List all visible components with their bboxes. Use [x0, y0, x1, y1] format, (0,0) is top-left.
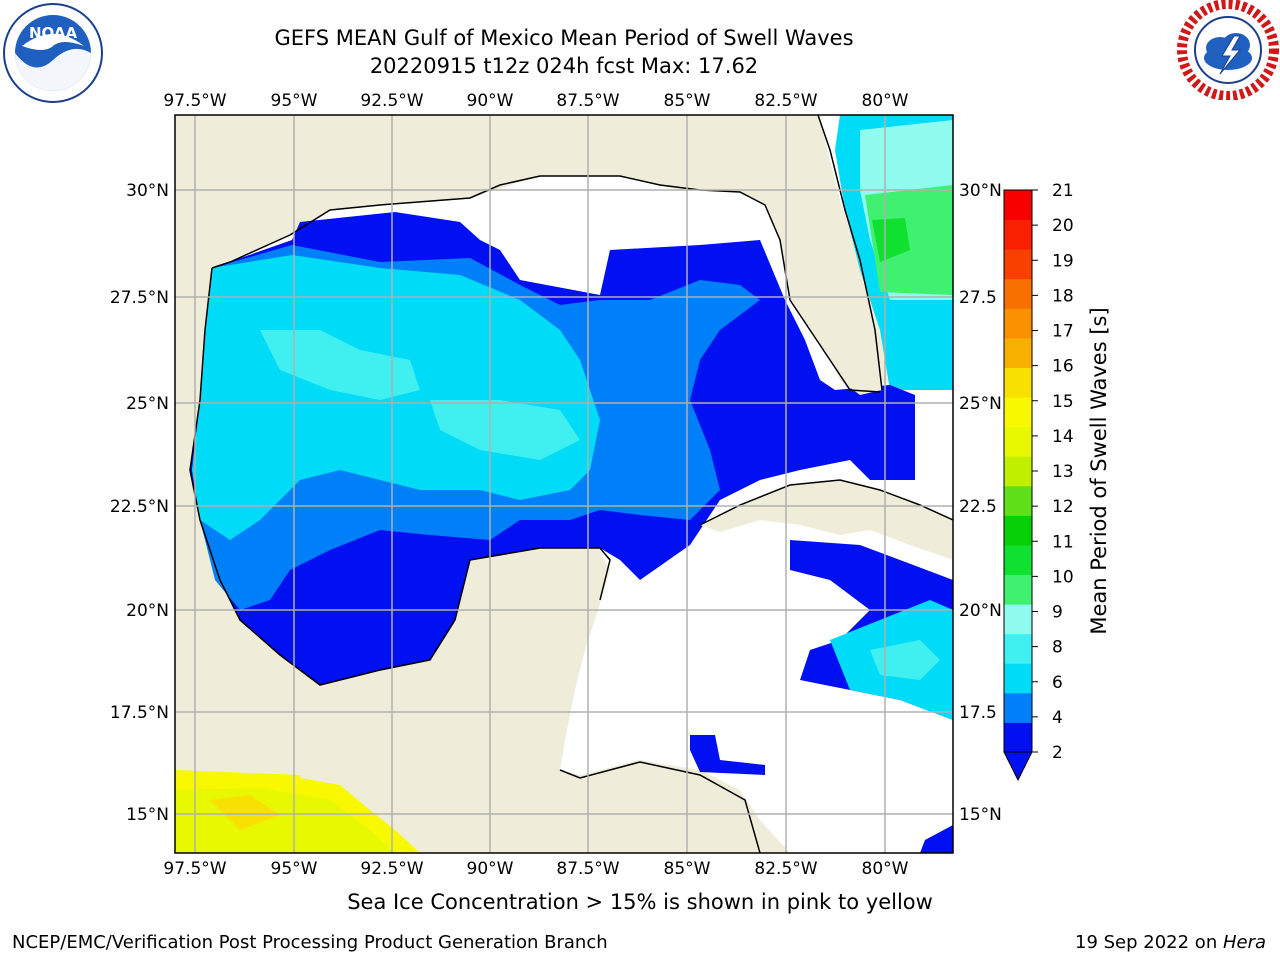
- colorbar-bin-7: [1004, 515, 1032, 546]
- lat-tick-right-1: 27.5: [959, 288, 997, 308]
- colorbar-bin-12: [1004, 367, 1032, 398]
- lat-tick-right-0: 30°N: [959, 181, 1002, 201]
- caribbean-swell-8: [870, 640, 940, 680]
- footer-host: Hera: [1222, 932, 1266, 953]
- lon-tick-bottom-0: 97.5°W: [163, 859, 226, 879]
- colorbar-bin-10: [1004, 426, 1032, 457]
- sea-ice-note: Sea Ice Concentration > 15% is shown in …: [347, 890, 933, 914]
- colorbar-tick-label-11: 16: [1052, 357, 1074, 377]
- coastline-2: [189, 267, 611, 686]
- lon-tick-bottom-2: 92.5°W: [360, 859, 423, 879]
- se-corner-swell: [920, 825, 953, 853]
- swell-6-8s-patch-2: [430, 400, 580, 460]
- colorbar-bin-6: [1004, 544, 1032, 576]
- coastline-1: [211, 234, 291, 269]
- cuba-land: [700, 480, 953, 560]
- lat-tick-right-4: 20°N: [959, 601, 1002, 621]
- chart-title: GEFS MEAN Gulf of Mexico Mean Period of …: [274, 26, 854, 50]
- lon-tick-top-6: 82.5°W: [754, 91, 817, 111]
- colorbar-tick-label-3: 8: [1052, 638, 1063, 658]
- swell-6-8s-patch: [260, 330, 420, 400]
- lat-tick-right-5: 17.5: [959, 703, 997, 723]
- svg-text:NOAA: NOAA: [29, 24, 78, 42]
- lat-tick-right-2: 25°N: [959, 394, 1002, 414]
- map-frame: [174, 114, 954, 854]
- colorbar-tick-label-7: 12: [1052, 497, 1074, 517]
- colorbar-bin-4: [1004, 604, 1032, 635]
- lat-tick-left-6: 15°N: [126, 805, 169, 825]
- footer-date-text: 19 Sep 2022 on: [1075, 932, 1223, 953]
- lon-tick-top-1: 95°W: [271, 91, 318, 111]
- colorbar-bin-2: [1004, 663, 1032, 694]
- colorbar-bin-17: [1004, 219, 1032, 250]
- lat-tick-left-0: 30°N: [126, 181, 169, 201]
- colorbar-bin-9: [1004, 456, 1032, 487]
- pacific-swell-17: [210, 795, 280, 830]
- colorbar-bin-0: [1004, 722, 1032, 753]
- colorbar-extend-arrow: [1003, 751, 1033, 782]
- colorbar-label: Mean Period of Swell Waves [s]: [1087, 307, 1111, 634]
- colorbar-bin-8: [1004, 485, 1032, 516]
- lon-tick-top-2: 92.5°W: [360, 91, 423, 111]
- lat-tick-left-3: 22.5°N: [110, 497, 169, 517]
- coastline-3: [699, 479, 953, 526]
- honduras-swell-patch: [690, 735, 765, 775]
- colorbar-bin-14: [1004, 308, 1032, 339]
- colorbar-tick-label-1: 4: [1052, 708, 1063, 728]
- colorbar-tick-label-8: 13: [1052, 462, 1074, 482]
- colorbar-bin-5: [1004, 574, 1032, 605]
- lon-tick-top-5: 85°W: [664, 91, 711, 111]
- colorbar-tick-label-9: 14: [1052, 427, 1074, 447]
- colorbar-tick-label-5: 10: [1052, 567, 1074, 587]
- florida-land: [765, 195, 882, 395]
- lat-tick-left-2: 25°N: [126, 394, 169, 414]
- lat-tick-right-6: 15°N: [959, 805, 1002, 825]
- atlantic-swell-10: [865, 185, 953, 295]
- colorbar-tick-label-14: 19: [1052, 251, 1074, 271]
- map-layers: [175, 115, 953, 853]
- lon-tick-top-3: 90°W: [467, 91, 514, 111]
- lon-tick-bottom-1: 95°W: [271, 859, 318, 879]
- atlantic-swell-11: [872, 218, 910, 262]
- lat-tick-left-1: 27.5°N: [110, 288, 169, 308]
- lon-tick-bottom-7: 80°W: [862, 859, 909, 879]
- colorbar-bin-13: [1004, 337, 1032, 368]
- coastline-4: [559, 761, 761, 853]
- colorbar-bin-1: [1004, 692, 1032, 723]
- footer-date: 19 Sep 2022 on Hera: [1075, 932, 1266, 953]
- colorbar-bin-18: [1004, 190, 1032, 221]
- colorbar-tick-label-13: 18: [1052, 286, 1074, 306]
- lat-tick-right-3: 22.5: [959, 497, 997, 517]
- colorbar-tick-label-16: 21: [1052, 181, 1074, 201]
- lat-tick-left-5: 17.5°N: [110, 703, 169, 723]
- noaa-logo: NOAA: [3, 3, 103, 103]
- nws-logo: [1177, 0, 1279, 100]
- colorbar-tick-label-2: 6: [1052, 673, 1063, 693]
- coastline-5: [817, 115, 883, 391]
- colorbar-bin-15: [1004, 278, 1032, 309]
- colorbar-tick-label-4: 9: [1052, 603, 1063, 623]
- colorbar-tick-label-6: 11: [1052, 532, 1074, 552]
- mexico-central-america-land: [300, 552, 760, 853]
- colorbar-bin-11: [1004, 397, 1032, 428]
- chart-subtitle: 20220915 t12z 024h fcst Max: 17.62: [369, 54, 759, 78]
- colorbar-tick-label-12: 17: [1052, 322, 1074, 342]
- colorbar-tick-label-0: 2: [1052, 743, 1063, 763]
- lon-tick-top-4: 87.5°W: [556, 91, 619, 111]
- lon-tick-bottom-4: 87.5°W: [556, 859, 619, 879]
- lon-tick-bottom-5: 85°W: [664, 859, 711, 879]
- footer-credit: NCEP/EMC/Verification Post Processing Pr…: [12, 932, 608, 953]
- colorbar-bin-16: [1004, 249, 1032, 280]
- lon-tick-top-7: 80°W: [862, 91, 909, 111]
- colorbar-bin-3: [1004, 633, 1032, 664]
- colorbar-tick-label-15: 20: [1052, 216, 1074, 236]
- lat-tick-left-4: 20°N: [126, 601, 169, 621]
- lon-tick-bottom-3: 90°W: [467, 859, 514, 879]
- lon-tick-bottom-6: 82.5°W: [754, 859, 817, 879]
- colorbar-tick-label-10: 15: [1052, 392, 1074, 412]
- lon-tick-top-0: 97.5°W: [163, 91, 226, 111]
